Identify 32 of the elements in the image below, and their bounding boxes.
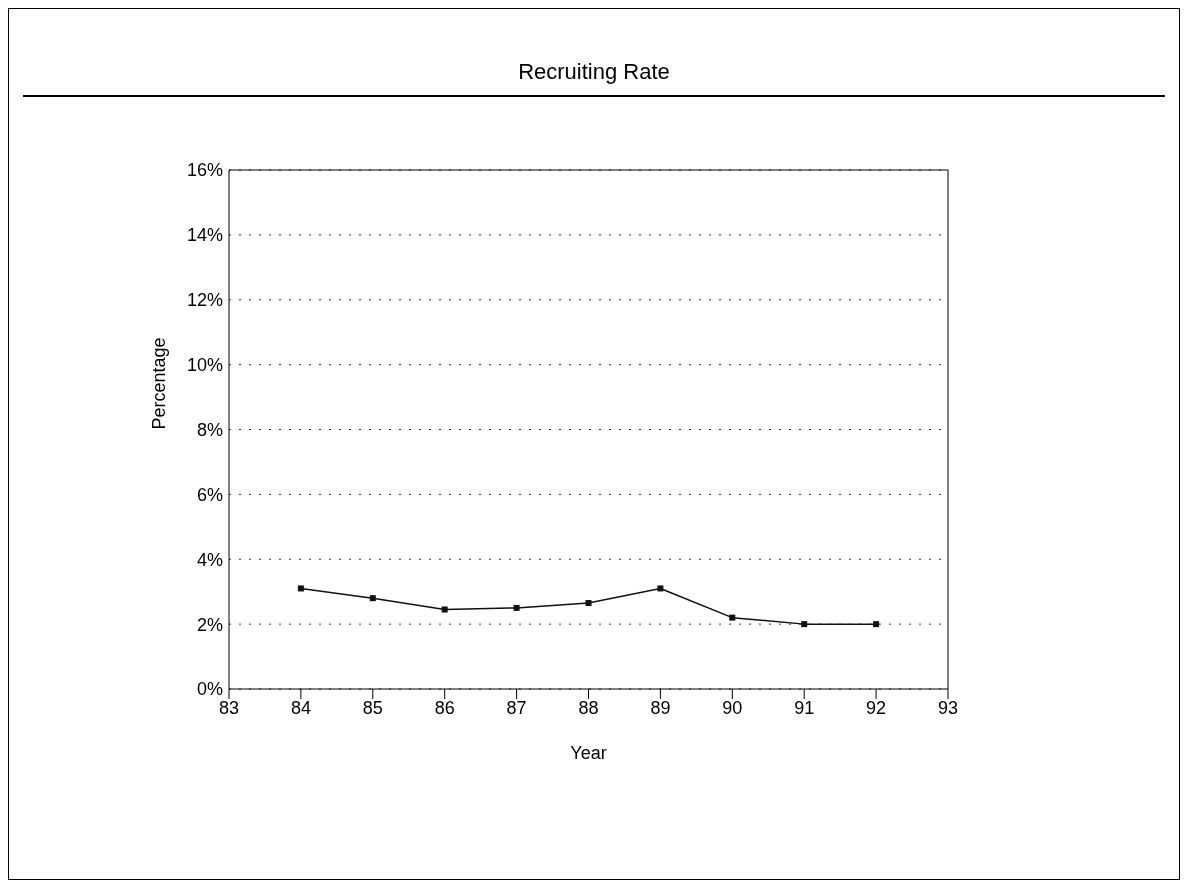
x-tick-label: 86 bbox=[434, 697, 455, 718]
point bbox=[369, 595, 376, 602]
y-tick-label: 10% bbox=[186, 355, 223, 376]
y-tick-label: 2% bbox=[196, 614, 223, 635]
y-tick-label: 12% bbox=[186, 290, 223, 311]
x-axis-title: Year bbox=[570, 743, 607, 763]
chart-title: Recruiting Rate bbox=[23, 9, 1165, 97]
x-tick-label: 88 bbox=[578, 697, 599, 718]
y-tick-label: 0% bbox=[196, 679, 223, 700]
x-tick-label: 85 bbox=[362, 697, 383, 718]
point bbox=[585, 600, 592, 607]
point bbox=[297, 585, 304, 592]
y-axis-title: Percentage bbox=[149, 337, 170, 430]
point bbox=[441, 606, 448, 613]
x-tick-label: 87 bbox=[506, 697, 527, 718]
x-tick-label: 89 bbox=[650, 697, 671, 718]
x-tick-label: 84 bbox=[290, 697, 311, 718]
x-tick-label: 83 bbox=[218, 697, 240, 718]
y-tick-label: 6% bbox=[196, 484, 223, 505]
point bbox=[513, 604, 520, 611]
y-tick-label: 8% bbox=[196, 419, 223, 440]
x-tick-label: 92 bbox=[866, 697, 887, 718]
x-tick-label: 91 bbox=[794, 697, 815, 718]
x-tick-label: 90 bbox=[722, 697, 743, 718]
y-tick-label: 4% bbox=[196, 549, 223, 570]
point bbox=[657, 585, 664, 592]
point bbox=[801, 621, 808, 628]
point bbox=[729, 614, 736, 621]
x-tick-label: 93 bbox=[937, 697, 959, 718]
y-tick-label: 16% bbox=[186, 160, 223, 181]
point bbox=[873, 621, 880, 628]
y-tick-label: 14% bbox=[186, 225, 223, 246]
